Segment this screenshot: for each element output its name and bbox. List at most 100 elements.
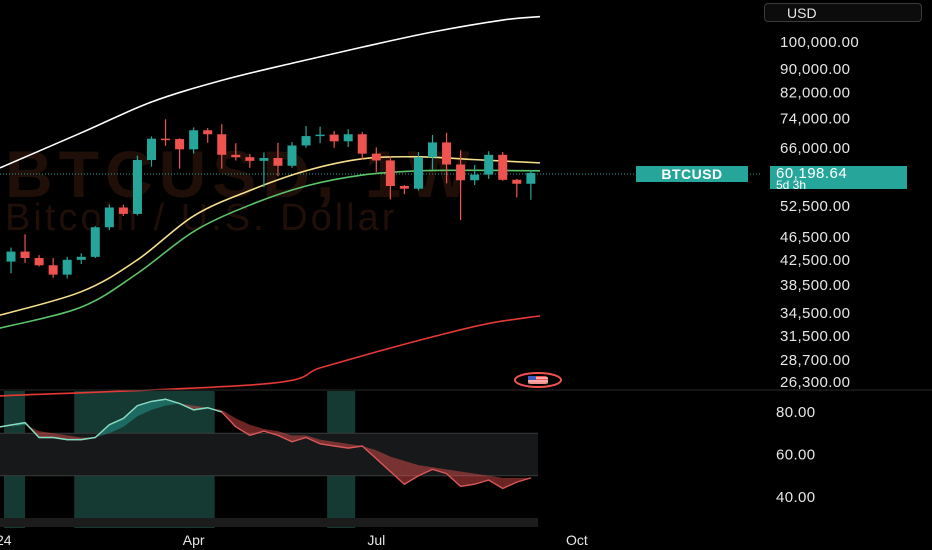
candle bbox=[259, 152, 269, 188]
candle-body bbox=[189, 130, 199, 150]
candle bbox=[442, 132, 452, 184]
indicator-fill-segment bbox=[502, 477, 517, 489]
candle-body bbox=[526, 172, 536, 184]
candle-body bbox=[62, 259, 72, 275]
candle-body bbox=[6, 251, 16, 262]
candle-body bbox=[273, 158, 283, 166]
us-flag-icon[interactable] bbox=[514, 372, 562, 388]
price-tick-label: 31,500.00 bbox=[780, 328, 850, 345]
candle bbox=[118, 204, 128, 216]
candle-body bbox=[512, 179, 522, 184]
candle bbox=[161, 119, 171, 146]
indicator-tick-label: 40.00 bbox=[776, 489, 816, 506]
indicator-axis[interactable]: 80.00 60.00 40.00 bbox=[776, 404, 816, 506]
candle-body bbox=[90, 227, 100, 257]
indicator-fill-segment bbox=[109, 418, 124, 434]
candle bbox=[399, 185, 409, 195]
candle bbox=[484, 151, 494, 179]
indicator-fill-segment bbox=[488, 475, 503, 489]
candle bbox=[34, 255, 44, 267]
indicator-band bbox=[0, 433, 538, 476]
candle-body bbox=[217, 134, 227, 155]
candle bbox=[512, 178, 522, 198]
indicator-fill-segment bbox=[151, 399, 166, 410]
candle-body bbox=[357, 134, 367, 154]
candle bbox=[526, 170, 536, 200]
indicator-fill-segment bbox=[446, 469, 461, 487]
price-tick-label: 66,000.00 bbox=[780, 140, 850, 157]
candle bbox=[456, 150, 466, 220]
candle bbox=[147, 136, 156, 167]
indicator-fill-segment bbox=[67, 435, 82, 440]
candle bbox=[413, 152, 423, 191]
time-tick-label: 2024 bbox=[0, 532, 12, 548]
candle-body bbox=[20, 251, 30, 259]
price-tick-label: 28,700.00 bbox=[780, 352, 850, 369]
candle-body bbox=[329, 134, 339, 142]
price-tick-label: 74,000.00 bbox=[780, 111, 850, 128]
candle bbox=[428, 134, 437, 170]
indicator-fill-segment bbox=[235, 418, 250, 436]
indicator-bottom-band bbox=[0, 518, 538, 527]
time-axis[interactable]: 2024 Apr Jul Oct bbox=[0, 532, 588, 548]
candle-body bbox=[259, 158, 269, 161]
candle-body bbox=[470, 174, 480, 181]
currency-selector[interactable]: USD bbox=[764, 3, 922, 22]
candle-body bbox=[428, 142, 437, 158]
symbol-price-tag: BTCUSD bbox=[636, 166, 748, 182]
indicator-fill-segment bbox=[53, 433, 68, 440]
candle bbox=[371, 147, 381, 173]
candle-body bbox=[399, 185, 409, 189]
candle bbox=[217, 124, 227, 169]
candle bbox=[245, 154, 255, 168]
candle bbox=[301, 125, 311, 148]
indicator-fill-segment bbox=[249, 424, 264, 436]
candle-body bbox=[231, 154, 241, 158]
indicator-fill-segment bbox=[11, 422, 26, 427]
candle bbox=[343, 129, 353, 148]
candle-body bbox=[147, 138, 156, 161]
indicator-fills bbox=[11, 399, 531, 489]
candle bbox=[329, 130, 339, 148]
candle bbox=[498, 152, 508, 181]
candle bbox=[62, 256, 72, 279]
price-tick-label: 100,000.00 bbox=[780, 34, 859, 51]
candle-body bbox=[498, 154, 508, 180]
candle-body bbox=[161, 138, 171, 141]
indicator-fill-segment bbox=[404, 460, 419, 485]
candle bbox=[287, 142, 297, 168]
price-tick-label: 52,500.00 bbox=[780, 198, 850, 215]
indicator-tick-label: 60.00 bbox=[776, 447, 816, 464]
price-tick-label: 42,500.00 bbox=[780, 252, 850, 269]
candle-body bbox=[442, 142, 452, 165]
candle-body bbox=[132, 160, 142, 214]
candle-body bbox=[203, 130, 213, 135]
candle-body bbox=[385, 160, 395, 186]
candle-body bbox=[371, 153, 381, 161]
time-tick-label: Apr bbox=[183, 532, 205, 548]
price-tick-label: 82,000.00 bbox=[780, 85, 850, 102]
candle bbox=[203, 128, 213, 143]
candle bbox=[20, 234, 30, 263]
time-tick-label: Jul bbox=[367, 532, 385, 548]
price-axis[interactable]: 100,000.00 90,000.00 82,000.00 74,000.00 66,… bbox=[780, 34, 859, 391]
candle-body bbox=[301, 136, 311, 146]
indicator-fill-segment bbox=[25, 422, 40, 438]
candle-body bbox=[245, 157, 255, 161]
candle-body bbox=[104, 207, 114, 228]
candle bbox=[6, 247, 16, 274]
candle bbox=[315, 126, 325, 144]
price-tick-label: 34,500.00 bbox=[780, 305, 850, 322]
candle-body bbox=[315, 134, 325, 137]
ema-white-line bbox=[0, 15, 541, 169]
price-tick-label: 46,500.00 bbox=[780, 229, 850, 246]
indicator-tick-label: 80.00 bbox=[776, 404, 816, 421]
candle bbox=[104, 204, 114, 230]
candle bbox=[90, 226, 100, 259]
indicator-fill-segment bbox=[376, 450, 391, 472]
indicator-fill-segment bbox=[474, 473, 489, 485]
candle-body bbox=[287, 145, 297, 166]
candle-body bbox=[343, 134, 353, 142]
candle bbox=[470, 164, 480, 186]
